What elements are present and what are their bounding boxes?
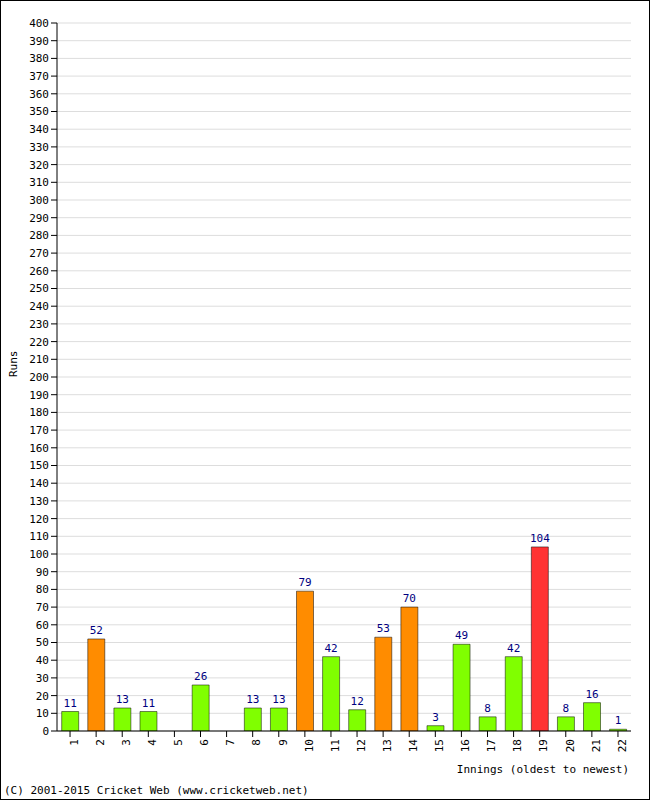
svg-text:13: 13 xyxy=(272,693,285,706)
svg-text:10: 10 xyxy=(36,707,49,720)
svg-text:70: 70 xyxy=(403,592,416,605)
svg-text:90: 90 xyxy=(36,566,49,579)
svg-text:30: 30 xyxy=(36,672,49,685)
svg-text:290: 290 xyxy=(29,212,49,225)
svg-text:400: 400 xyxy=(29,17,49,30)
svg-text:14: 14 xyxy=(407,739,420,753)
svg-text:4: 4 xyxy=(146,739,159,746)
svg-text:60: 60 xyxy=(36,619,49,632)
svg-text:330: 330 xyxy=(29,141,49,154)
svg-text:340: 340 xyxy=(29,123,49,136)
svg-text:40: 40 xyxy=(36,654,49,667)
svg-text:180: 180 xyxy=(29,406,49,419)
svg-text:Runs: Runs xyxy=(8,351,20,378)
svg-text:17: 17 xyxy=(485,739,498,752)
svg-text:7: 7 xyxy=(224,739,237,746)
svg-text:21: 21 xyxy=(590,739,603,752)
svg-text:8: 8 xyxy=(484,702,491,715)
svg-text:11: 11 xyxy=(64,697,77,710)
svg-text:390: 390 xyxy=(29,35,49,48)
svg-text:42: 42 xyxy=(324,642,337,655)
svg-text:380: 380 xyxy=(29,52,49,65)
svg-text:79: 79 xyxy=(298,576,311,589)
svg-text:13: 13 xyxy=(116,693,129,706)
svg-text:50: 50 xyxy=(36,636,49,649)
svg-text:350: 350 xyxy=(29,105,49,118)
svg-text:5: 5 xyxy=(172,739,185,746)
svg-text:2: 2 xyxy=(94,739,107,746)
svg-text:100: 100 xyxy=(29,548,49,561)
svg-text:22: 22 xyxy=(616,739,629,752)
svg-text:3: 3 xyxy=(120,739,133,746)
svg-text:13: 13 xyxy=(246,693,259,706)
svg-text:140: 140 xyxy=(29,477,49,490)
svg-text:170: 170 xyxy=(29,424,49,437)
svg-text:16: 16 xyxy=(585,688,598,701)
svg-text:310: 310 xyxy=(29,176,49,189)
svg-text:10: 10 xyxy=(303,739,316,752)
svg-text:20: 20 xyxy=(564,739,577,752)
svg-text:42: 42 xyxy=(507,642,520,655)
svg-text:18: 18 xyxy=(511,739,524,752)
svg-text:270: 270 xyxy=(29,247,49,260)
svg-text:0: 0 xyxy=(42,725,49,738)
svg-text:12: 12 xyxy=(351,695,364,708)
svg-text:26: 26 xyxy=(194,670,207,683)
svg-text:370: 370 xyxy=(29,70,49,83)
svg-text:9: 9 xyxy=(277,739,290,746)
svg-text:11: 11 xyxy=(142,697,155,710)
svg-text:15: 15 xyxy=(433,739,446,752)
svg-text:250: 250 xyxy=(29,282,49,295)
svg-text:280: 280 xyxy=(29,229,49,242)
svg-text:220: 220 xyxy=(29,336,49,349)
svg-text:11: 11 xyxy=(329,739,342,752)
svg-text:120: 120 xyxy=(29,513,49,526)
svg-text:104: 104 xyxy=(530,532,550,545)
svg-text:150: 150 xyxy=(29,459,49,472)
svg-text:70: 70 xyxy=(36,601,49,614)
svg-text:13: 13 xyxy=(381,739,394,752)
svg-text:190: 190 xyxy=(29,389,49,402)
svg-text:6: 6 xyxy=(198,739,211,746)
svg-text:12: 12 xyxy=(355,739,368,752)
svg-text:320: 320 xyxy=(29,159,49,172)
svg-text:Innings (oldest to newest): Innings (oldest to newest) xyxy=(457,763,629,776)
svg-text:1: 1 xyxy=(68,739,81,746)
svg-text:1: 1 xyxy=(615,714,622,727)
svg-text:8: 8 xyxy=(563,702,570,715)
svg-text:3: 3 xyxy=(432,711,439,724)
svg-text:300: 300 xyxy=(29,194,49,207)
svg-text:230: 230 xyxy=(29,318,49,331)
svg-text:16: 16 xyxy=(459,739,472,752)
svg-text:360: 360 xyxy=(29,88,49,101)
svg-text:20: 20 xyxy=(36,690,49,703)
svg-text:130: 130 xyxy=(29,495,49,508)
svg-text:8: 8 xyxy=(250,739,263,746)
svg-text:110: 110 xyxy=(29,530,49,543)
svg-text:52: 52 xyxy=(90,624,103,637)
svg-text:160: 160 xyxy=(29,442,49,455)
svg-text:210: 210 xyxy=(29,353,49,366)
svg-text:53: 53 xyxy=(377,622,390,635)
svg-text:80: 80 xyxy=(36,583,49,596)
svg-text:49: 49 xyxy=(455,629,468,642)
svg-text:240: 240 xyxy=(29,300,49,313)
svg-text:260: 260 xyxy=(29,265,49,278)
svg-text:19: 19 xyxy=(537,739,550,752)
html-text:(C) 2001-2015 Cricket Web (www: (C) 2001-2015 Cricket Web (www.cricketwe… xyxy=(4,784,309,797)
svg-text:200: 200 xyxy=(29,371,49,384)
